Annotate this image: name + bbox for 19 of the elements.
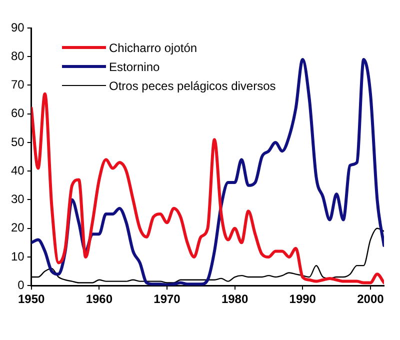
legend-label: Otros peces pelágicos diversos	[109, 78, 276, 92]
y-tick-label: 80	[10, 48, 25, 63]
legend-label: Chicharro ojotón	[109, 40, 198, 54]
y-tick-label: 20	[10, 220, 25, 235]
y-tick-label: 30	[10, 192, 25, 206]
y-tick-label: 50	[10, 134, 25, 149]
x-tick-label: 2000	[357, 292, 384, 306]
y-tick-label: 70	[10, 78, 25, 92]
x-tick-label: 1960	[86, 292, 113, 306]
x-tick-label: 1980	[221, 292, 248, 306]
y-tick-label: 90	[10, 20, 25, 34]
y-tick-label: 0	[18, 278, 25, 292]
x-tick-label: 1950	[18, 292, 46, 306]
x-tick-label: 1990	[289, 292, 316, 306]
y-tick-label: 60	[10, 106, 25, 120]
x-tick-label: 1970	[154, 292, 181, 306]
y-tick-label: 10	[10, 249, 25, 264]
legend-label: Estornino	[109, 60, 160, 74]
y-tick-label: 40	[10, 163, 25, 178]
